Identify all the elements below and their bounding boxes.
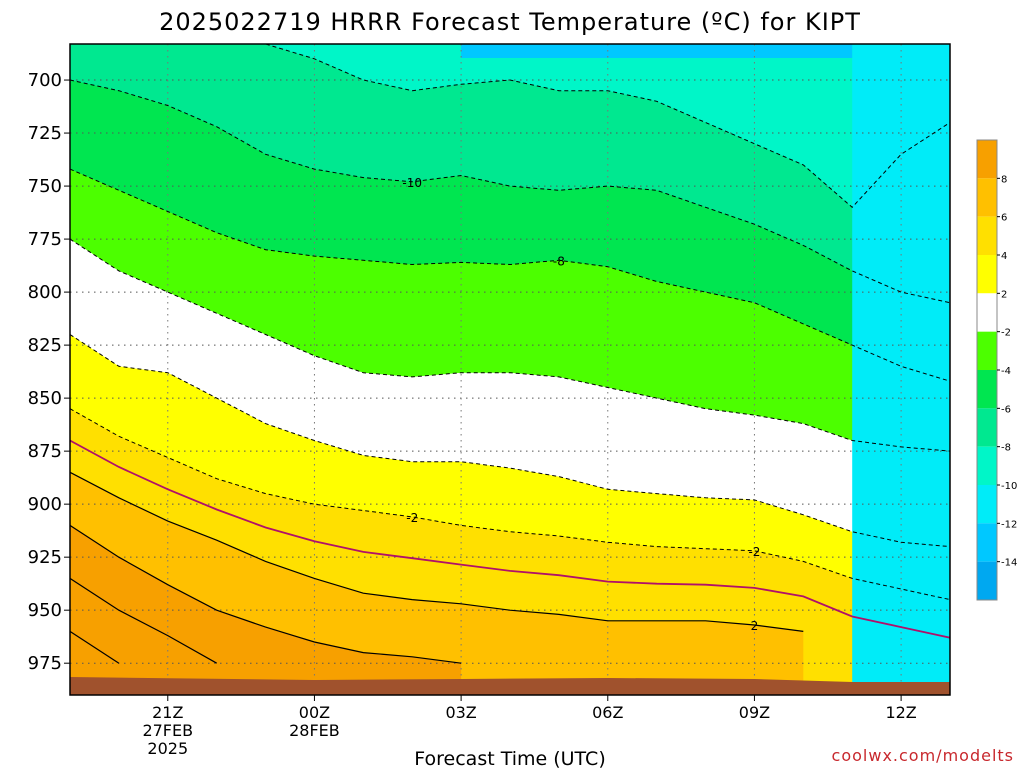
colorbar-label: -14 (1001, 558, 1017, 569)
isotherm--6 (70, 238, 950, 452)
band-above--14 (70, 44, 950, 695)
colorbar-label: 8 (1001, 174, 1007, 185)
colorbar-segment (977, 178, 997, 217)
isotherm--2 (70, 408, 950, 601)
x-tick-label: 03Z (445, 703, 476, 722)
isotherm--4 (70, 334, 950, 548)
y-axis: 700 725 750 775 800 825 850 875 900 925 950 975 (28, 70, 70, 674)
y-tick-label: 800 (28, 282, 62, 303)
y-tick-label: 750 (28, 176, 62, 197)
colorbar-label: -4 (1001, 366, 1011, 377)
x-tick-label: 21Z (152, 703, 183, 722)
contour-label: -2 (406, 511, 418, 525)
y-tick-label: 775 (28, 229, 62, 250)
colorbar-legend: 8 6 4 2 -2 -4 -6 -8 -10 -12 -14 (976, 139, 1017, 601)
isotherm-4 (70, 524, 462, 664)
colorbar-label: -2 (1001, 328, 1011, 339)
colorbar-label: 4 (1001, 251, 1007, 262)
contour-label: 2 (751, 619, 759, 633)
plot-area: -10 -8 -2 -2 2 (70, 44, 950, 695)
colorbar-label: 6 (1001, 213, 1007, 224)
colorbar-segment (977, 485, 997, 524)
colorbar-segment (977, 140, 997, 179)
band-below-minus14 (461, 44, 853, 58)
chart-title: 2025022719 HRRR Forecast Temperature (ºC… (159, 8, 861, 36)
isotherm-2 (70, 471, 804, 632)
y-tick-label: 950 (28, 600, 62, 621)
x-axis-label: Forecast Time (UTC) (414, 748, 605, 768)
colorbar-label: -6 (1001, 404, 1011, 415)
isotherm--10 (70, 79, 950, 304)
colorbar-segment (977, 370, 997, 409)
colorbar-label: -8 (1001, 443, 1011, 454)
y-tick-label: 900 (28, 494, 62, 515)
band-above--12 (70, 44, 950, 208)
x-tick-label: 06Z (592, 703, 623, 722)
colorbar-label: -12 (1001, 519, 1017, 530)
colorbar-segment (977, 216, 997, 255)
grid-lines (70, 44, 950, 695)
isotherm-lines (70, 44, 950, 664)
x-tick-date: 27FEB (142, 721, 193, 740)
contour-label: -10 (402, 176, 422, 190)
isotherm-8 (70, 630, 120, 664)
colorbar-segment (977, 293, 997, 332)
y-tick-label: 825 (28, 335, 62, 356)
plot-frame (69, 43, 951, 696)
colorbar-segment (977, 331, 997, 370)
y-tick-label: 700 (28, 70, 62, 91)
colorbar-segment (977, 561, 997, 600)
y-tick-label: 875 (28, 441, 62, 462)
colorbar-segment (977, 255, 997, 294)
y-tick-label: 925 (28, 547, 62, 568)
colorbar-segment (977, 446, 997, 485)
colorbar-label: -10 (1001, 481, 1017, 492)
terrain-surface (70, 677, 950, 695)
colorbar-segment (977, 523, 997, 562)
contour-label: -8 (553, 254, 565, 268)
freezing-line (70, 439, 950, 639)
x-tick-date: 28FEB (289, 721, 340, 740)
x-tick-date: 2025 (147, 739, 188, 758)
contour-label: -2 (748, 545, 760, 559)
y-tick-label: 975 (28, 653, 62, 674)
colorbar-label: 2 (1001, 289, 1007, 300)
x-tick-label: 12Z (885, 703, 916, 722)
colorbar-segment (977, 408, 997, 447)
x-tick-label: 00Z (299, 703, 330, 722)
credit-text: coolwx.com/modelts (832, 746, 1014, 765)
isotherm-6 (70, 577, 217, 664)
x-tick-label: 09Z (739, 703, 770, 722)
y-tick-label: 850 (28, 388, 62, 409)
y-tick-label: 725 (28, 123, 62, 144)
isotherm--12 (167, 44, 950, 208)
isotherm--8 (70, 168, 950, 382)
